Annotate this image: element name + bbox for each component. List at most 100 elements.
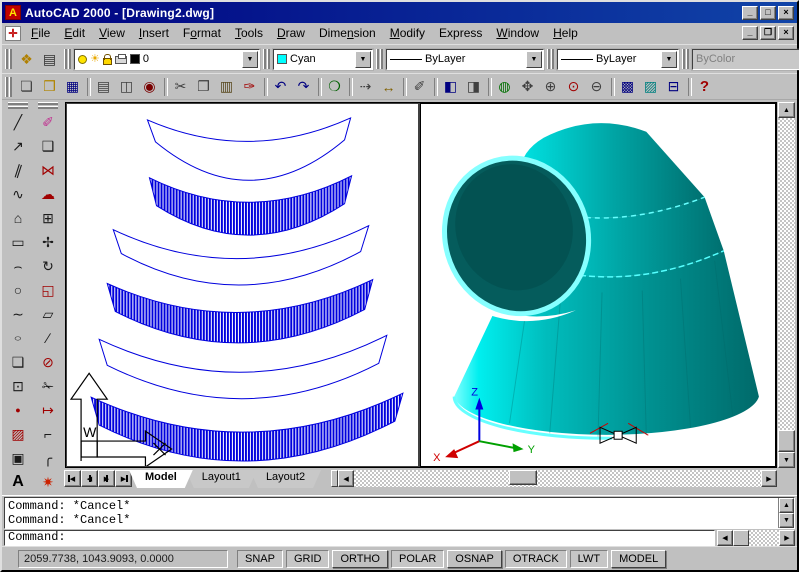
- menu-insert[interactable]: Insert: [138, 25, 169, 40]
- tab-prev-button[interactable]: ◀: [81, 470, 98, 487]
- ortho-toggle[interactable]: ORTHO: [332, 549, 388, 568]
- offset-tool[interactable]: ☁: [41, 185, 55, 202]
- maximize-button[interactable]: □: [760, 5, 776, 20]
- named-views-button[interactable]: ◨: [466, 78, 481, 94]
- tracking-point-button[interactable]: ⇢: [349, 76, 377, 98]
- extend-tool[interactable]: ↦: [42, 401, 54, 418]
- chevron-down-icon[interactable]: ▼: [661, 50, 677, 68]
- pan-realtime-button[interactable]: ✥: [521, 78, 534, 94]
- save-button[interactable]: ▦: [65, 78, 80, 94]
- scroll-left-icon[interactable]: ◀: [338, 470, 355, 487]
- lengthen-tool[interactable]: ∕: [46, 330, 50, 346]
- vertical-scrollbar[interactable]: ▲ ▼: [778, 102, 795, 468]
- rotate-tool[interactable]: ↻: [42, 257, 54, 274]
- command-input[interactable]: Command:: [4, 530, 715, 546]
- viewport-3d-shaded[interactable]: Z X Y: [419, 103, 777, 467]
- make-object-layer-current-button[interactable]: ❖: [20, 50, 33, 67]
- region-tool[interactable]: ▣: [11, 449, 25, 466]
- menu-modify[interactable]: Modify: [389, 25, 426, 40]
- layers-button[interactable]: ▤: [42, 50, 57, 67]
- scroll-left-icon[interactable]: ◀: [717, 530, 733, 546]
- redo-button[interactable]: ↷: [297, 78, 310, 94]
- toolbar-grip[interactable]: [8, 102, 28, 109]
- command-hscrollbar[interactable]: ◀ ▶: [717, 530, 795, 546]
- help-button[interactable]: ?: [688, 76, 716, 98]
- command-scroll-track[interactable]: [749, 530, 779, 546]
- menu-draw[interactable]: Draw: [276, 25, 305, 40]
- linetype-combo[interactable]: ByLayer ▼: [386, 48, 544, 70]
- layer-combo[interactable]: ☀ 0 ▼: [74, 48, 260, 70]
- grid-toggle[interactable]: GRID: [285, 549, 330, 568]
- lwt-toggle[interactable]: LWT: [569, 549, 609, 568]
- color-combo[interactable]: Cyan ▼: [273, 48, 373, 70]
- minimize-button[interactable]: _: [742, 5, 758, 20]
- paste-button[interactable]: ▥: [219, 78, 234, 94]
- tab-scroll-splitter[interactable]: [331, 470, 339, 487]
- hatch-tool[interactable]: ▨: [11, 425, 25, 442]
- zoom-realtime-button[interactable]: ⊕: [544, 78, 557, 94]
- chevron-down-icon[interactable]: ▼: [355, 50, 371, 68]
- tab-first-button[interactable]: ◀: [64, 470, 81, 487]
- horizontal-scrollbar[interactable]: ◀ ▶: [338, 470, 777, 487]
- copy-object-tool[interactable]: ❑: [41, 137, 55, 154]
- mdi-minimize-button[interactable]: _: [742, 26, 758, 40]
- properties-button[interactable]: ▨: [643, 78, 658, 94]
- undo-button[interactable]: ↶: [264, 76, 292, 98]
- orbit-3d-button[interactable]: ◍: [488, 76, 516, 98]
- lineweight-combo[interactable]: ByLayer ▼: [557, 48, 679, 70]
- scroll-right-icon[interactable]: ▶: [761, 470, 777, 487]
- mirror-tool[interactable]: ⋈: [41, 161, 55, 178]
- menu-dimension[interactable]: Dimension: [318, 25, 376, 40]
- scroll-up-icon[interactable]: ▲: [778, 102, 795, 118]
- copy-button[interactable]: ❐: [197, 78, 210, 94]
- insert-block-tool[interactable]: ❏: [11, 353, 25, 370]
- line-tool[interactable]: ╱: [13, 113, 23, 130]
- fillet-tool[interactable]: ╭: [43, 449, 53, 466]
- scroll-up-icon[interactable]: ▲: [779, 498, 794, 513]
- move-tool[interactable]: ✢: [42, 233, 54, 250]
- menu-edit[interactable]: Edit: [64, 25, 86, 40]
- open-button[interactable]: ❒: [43, 78, 56, 94]
- break-tool[interactable]: ⊘: [42, 353, 54, 370]
- polygon-tool[interactable]: ⌂: [13, 210, 23, 226]
- toolbar-grip[interactable]: [5, 49, 13, 69]
- construction-line-tool[interactable]: ↗: [12, 137, 24, 154]
- vertical-scroll-track[interactable]: [778, 118, 795, 452]
- stretch-tool[interactable]: ▱: [42, 305, 54, 322]
- toolbar-grip[interactable]: [5, 76, 13, 97]
- multiline-tool[interactable]: ∥: [12, 160, 24, 179]
- array-tool[interactable]: ⊞: [42, 209, 54, 226]
- model-tab[interactable]: Model: [129, 470, 193, 488]
- horizontal-scroll-thumb[interactable]: [508, 470, 537, 485]
- otrack-toggle[interactable]: OTRACK: [504, 549, 567, 568]
- scroll-right-icon[interactable]: ▶: [779, 530, 795, 546]
- menu-tools[interactable]: Tools: [234, 25, 263, 40]
- toolbar-grip[interactable]: [38, 102, 58, 109]
- scroll-down-icon[interactable]: ▼: [779, 513, 794, 528]
- chevron-down-icon[interactable]: ▼: [242, 50, 258, 68]
- chamfer-tool[interactable]: ⌐: [43, 426, 53, 442]
- tab-next-button[interactable]: ▶: [98, 470, 115, 487]
- menu-format[interactable]: Format: [182, 25, 221, 40]
- horizontal-scroll-track[interactable]: [354, 470, 761, 487]
- chevron-down-icon[interactable]: ▼: [526, 50, 542, 68]
- rectangle-tool[interactable]: ▭: [11, 233, 25, 250]
- model-toggle[interactable]: MODEL: [611, 549, 667, 568]
- match-properties-button[interactable]: ✑: [243, 78, 256, 94]
- mdi-restore-button[interactable]: ❐: [760, 26, 776, 40]
- toolbar-grip[interactable]: [64, 49, 72, 69]
- zoom-window-button[interactable]: ⊙: [567, 78, 580, 94]
- close-button[interactable]: ×: [778, 5, 794, 20]
- coordinate-readout[interactable]: 2059.7738, 1043.9093, 0.0000: [18, 549, 228, 568]
- quick-select-button[interactable]: ✐: [403, 76, 431, 98]
- cut-button[interactable]: ✂: [164, 76, 192, 98]
- vertical-scroll-thumb[interactable]: [778, 430, 795, 452]
- tab-last-button[interactable]: ▶: [115, 470, 132, 487]
- circle-tool[interactable]: ○: [13, 282, 23, 298]
- make-block-tool[interactable]: ⊡: [12, 377, 24, 394]
- zoom-previous-button[interactable]: ⊖: [590, 78, 603, 94]
- viewports-button[interactable]: ◧: [434, 76, 462, 98]
- find-button[interactable]: ◉: [143, 78, 156, 94]
- menu-express[interactable]: Express: [439, 25, 483, 40]
- command-scroll-thumb[interactable]: [733, 530, 749, 546]
